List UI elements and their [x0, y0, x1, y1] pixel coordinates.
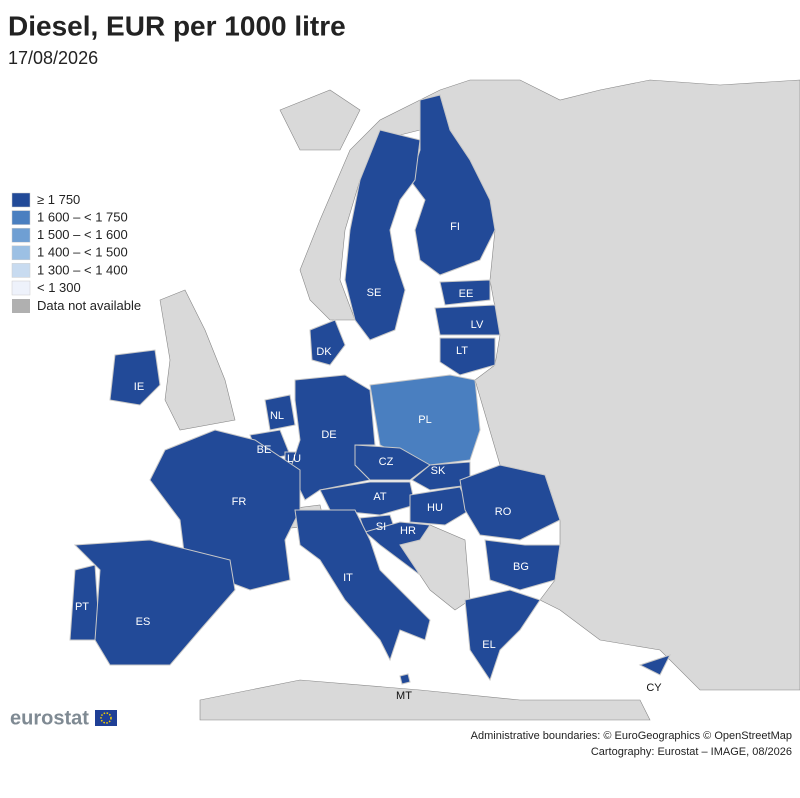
country-region — [411, 461, 471, 491]
country-label: AT — [373, 491, 387, 503]
legend-swatch — [11, 192, 31, 208]
country-region — [434, 304, 501, 336]
logo-text: eurostat — [10, 707, 89, 729]
land — [159, 289, 236, 431]
country-label: FR — [232, 496, 247, 508]
country-label: ES — [136, 616, 151, 628]
country-label: SI — [376, 521, 386, 533]
country-label: LU — [287, 453, 301, 465]
country-region — [354, 444, 431, 481]
legend-swatch — [12, 299, 30, 313]
country-region — [363, 521, 431, 576]
country-region — [484, 539, 561, 591]
country-label: SK — [431, 465, 446, 477]
legend-label: 1 400 – < 1 500 — [37, 245, 128, 260]
land — [199, 679, 651, 721]
eu-countries — [69, 94, 671, 685]
country-label: HR — [400, 525, 416, 537]
country-labels: FI SE EE LV LT DK IE NL BE LU DE PL CZ SK AT HU RO FR SI HR… — [75, 221, 662, 702]
country-label: RO — [495, 506, 512, 518]
legend-swatch — [11, 280, 31, 296]
country-label: EL — [482, 639, 495, 651]
country-region — [638, 654, 671, 676]
country-region — [459, 464, 561, 541]
country-region — [309, 319, 346, 366]
country-region — [439, 337, 496, 376]
eu-stars — [100, 712, 112, 724]
legend: ≥ 1 750 1 600 – < 1 750 1 500 – < 1 600 1 4… — [11, 192, 141, 313]
legend-label: Data not available — [37, 298, 141, 313]
country-region — [109, 349, 161, 406]
country-label: IE — [134, 381, 144, 393]
country-label: BE — [257, 444, 272, 456]
country-label: CZ — [379, 456, 394, 468]
legend-label: 1 500 – < 1 600 — [37, 227, 128, 242]
country-region — [344, 129, 421, 341]
country-label: LT — [456, 345, 468, 357]
subtitle: 17/08/2026 — [8, 48, 98, 68]
legend-swatch — [11, 227, 31, 243]
country-label: PL — [418, 414, 431, 426]
country-label: LV — [471, 319, 484, 331]
country-region — [399, 673, 411, 685]
country-label: CY — [646, 682, 662, 694]
country-label: SE — [367, 287, 382, 299]
country-label: IT — [343, 572, 353, 584]
country-label: EE — [459, 288, 474, 300]
legend-label: 1 600 – < 1 750 — [37, 210, 128, 225]
credit: Administrative boundaries: © EuroGeograp… — [471, 730, 792, 742]
country-label: NL — [270, 410, 284, 422]
legend-label: 1 300 – < 1 400 — [37, 262, 128, 277]
country-label: PT — [75, 601, 89, 613]
country-region — [464, 589, 541, 682]
legend-swatch — [11, 210, 31, 225]
country-label: MT — [396, 690, 412, 702]
country-region — [73, 539, 236, 666]
title: Diesel, EUR per 1000 litre — [8, 10, 346, 41]
legend-label: < 1 300 — [37, 280, 81, 295]
country-label: DK — [316, 346, 332, 358]
country-label: FI — [450, 221, 460, 233]
land — [279, 89, 361, 151]
country-label: HU — [427, 502, 443, 514]
country-region — [439, 279, 491, 306]
country-label: BG — [513, 561, 529, 573]
country-region — [409, 486, 471, 526]
country-label: DE — [321, 429, 336, 441]
country-region — [264, 394, 296, 431]
legend-label: ≥ 1 750 — [37, 192, 80, 207]
legend-swatch — [11, 263, 31, 278]
credit: Cartography: Eurostat – IMAGE, 08/2026 — [591, 746, 792, 758]
eu-flag — [95, 710, 117, 726]
legend-swatch — [11, 245, 31, 261]
non-eu-land — [159, 79, 800, 721]
country-region — [294, 509, 431, 662]
